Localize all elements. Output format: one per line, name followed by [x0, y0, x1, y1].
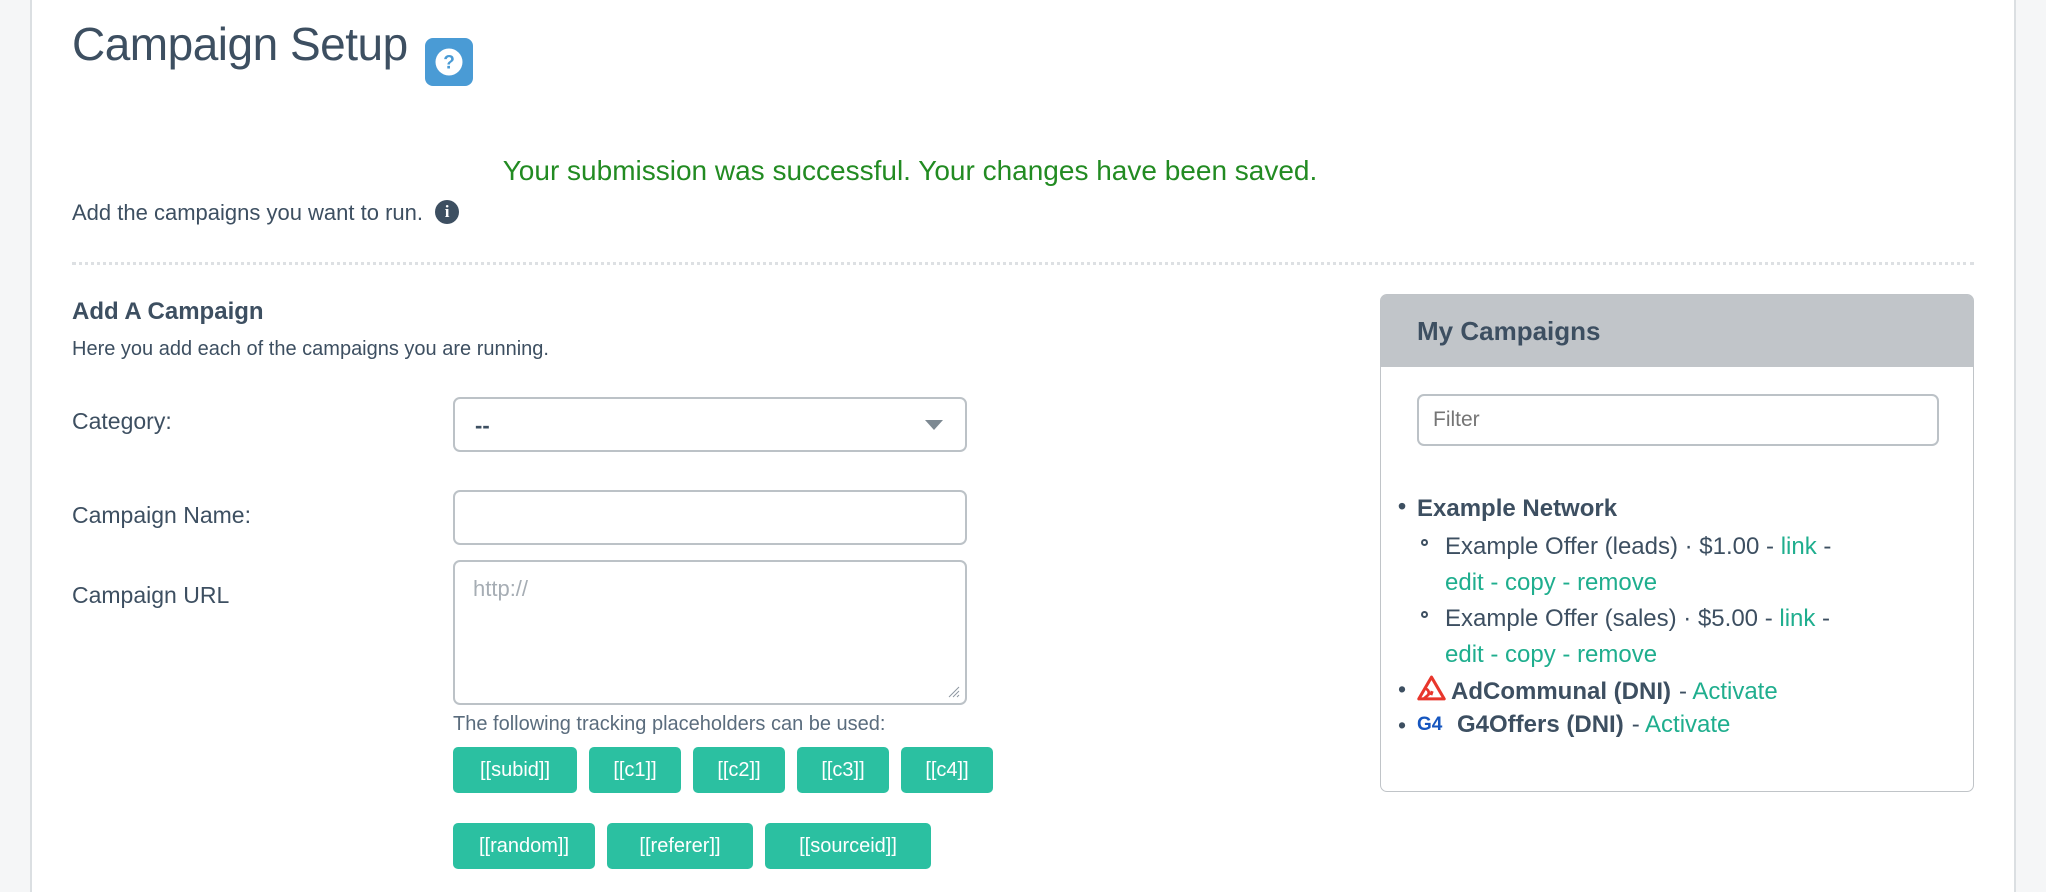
svg-text:?: ? [443, 53, 455, 74]
